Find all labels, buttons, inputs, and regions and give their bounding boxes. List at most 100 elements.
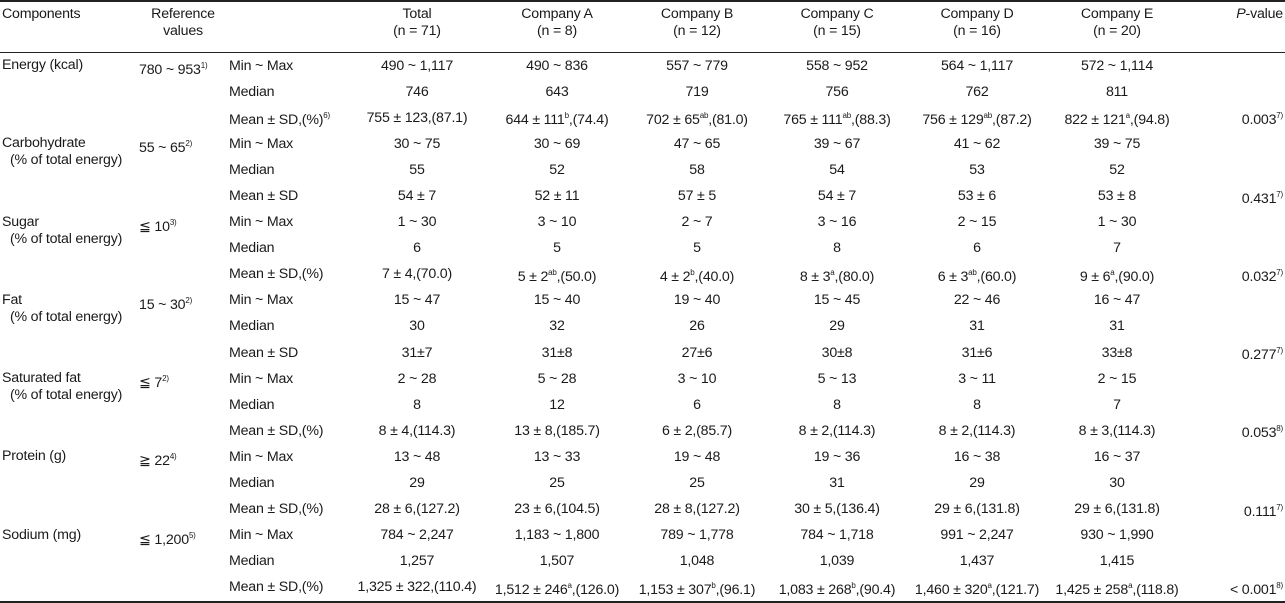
stat-label: Median (229, 475, 275, 492)
cell-company-c: 29 (829, 318, 845, 335)
cell-company-b: 719 (685, 83, 709, 100)
cell-company-b: 6 (693, 396, 701, 413)
cell-company-c: 30 ± 5,(136.4) (794, 501, 880, 518)
cell-company-b: 2 ~ 7 (681, 214, 713, 231)
cell-company-a: 25 (549, 475, 565, 492)
cell-p-value: 0.1117) (1243, 502, 1283, 520)
reference-energy: 780 ~ 9531) (139, 61, 208, 78)
cell-company-c: 8 ± 3a,(80.0) (799, 267, 875, 285)
table-row: Median 6 5 5 8 6 7 (0, 236, 1285, 262)
table-row: Fat (% of total energy) 15 ~ 302) Min ~ M… (0, 288, 1285, 325)
component-saturated-fat: Saturated fat (% of total energy) (2, 370, 123, 404)
cell-total: 29 (409, 475, 425, 492)
stat-label: Mean ± SD (229, 188, 299, 205)
stat-label: Median (229, 553, 275, 570)
cell-p-value (1187, 210, 1285, 236)
cell-company-d: 41 ~ 62 (953, 135, 1001, 152)
cell-p-value (1187, 549, 1285, 575)
cell-company-e: 7 (1113, 240, 1121, 257)
stat-label: Median (229, 240, 275, 257)
header-stat (227, 1, 347, 53)
cell-company-a: 1,507 (539, 553, 575, 570)
table-row: Sugar (% of total energy) ≦ 103) Min ~ Ma… (0, 210, 1285, 247)
cell-company-c: 558 ~ 952 (806, 57, 868, 74)
cell-company-e: 1,415 (1099, 553, 1135, 570)
cell-company-a: 52 (549, 161, 565, 178)
cell-p-value (1187, 157, 1285, 183)
header-company-c: Company C (n = 15) (800, 6, 874, 39)
cell-company-d: 53 ± 6 (957, 188, 997, 205)
cell-p-value (1187, 366, 1285, 392)
cell-company-b: 3 ~ 10 (677, 370, 717, 387)
table-row: Mean ± SD,(%) 8 ± 4,(114.3) 13 ± 8,(185.… (0, 418, 1285, 444)
cell-total: 1,257 (399, 553, 435, 570)
table-row: Protein (g) ≧ 224) Min ~ Max 13 ~ 48 13 … (0, 444, 1285, 470)
cell-company-b: 58 (689, 161, 705, 178)
cell-total: 28 ± 6,(127.2) (374, 501, 460, 518)
cell-company-e: 53 ± 8 (1097, 188, 1137, 205)
cell-company-a: 52 ± 11 (534, 188, 580, 205)
table-row: Median 1,257 1,507 1,048 1,039 1,437 1,4… (0, 549, 1285, 575)
cell-company-d: 564 ~ 1,117 (940, 57, 1014, 74)
cell-company-e: 1,425 ± 258a,(118.8) (1055, 580, 1179, 598)
header-reference: Reference values (151, 6, 215, 39)
cell-company-e: 8 ± 3,(114.3) (1078, 422, 1156, 439)
cell-company-e: 1 ~ 30 (1097, 214, 1137, 231)
cell-company-b: 6 ± 2,(85.7) (661, 422, 733, 439)
table-row: Mean ± SD 31±7 31±8 27±6 30±8 31±6 33±8 … (0, 340, 1285, 366)
cell-company-b: 47 ~ 65 (673, 135, 721, 152)
cell-company-a: 13 ± 8,(185.7) (514, 422, 600, 439)
cell-company-a: 23 ± 6,(104.5) (514, 501, 600, 518)
stat-label: Mean ± SD (229, 344, 299, 361)
component-protein: Protein (g) (2, 448, 67, 465)
cell-company-d: 3 ~ 11 (958, 370, 996, 387)
cell-company-b: 5 (693, 240, 701, 257)
cell-company-b: 27±6 (681, 344, 713, 361)
cell-total: 8 ± 4,(114.3) (378, 422, 456, 439)
cell-company-c: 756 (825, 83, 849, 100)
cell-company-a: 3 ~ 10 (537, 214, 577, 231)
header-company-d: Company D (n = 16) (940, 6, 1014, 39)
cell-company-d: 762 (965, 83, 989, 100)
stat-label: Median (229, 396, 275, 413)
component-carbohydrate: Carbohydrate (% of total energy) (2, 135, 123, 169)
cell-company-a: 5 (553, 240, 561, 257)
cell-p-value: 0.0538) (1241, 424, 1283, 442)
cell-company-e: 811 (1105, 83, 1129, 100)
stat-label: Median (229, 161, 275, 178)
table-row: Mean ± SD 54 ± 7 52 ± 11 57 ± 5 54 ± 7 5… (0, 183, 1285, 209)
cell-company-a: 12 (549, 396, 565, 413)
cell-company-d: 16 ~ 38 (953, 448, 1001, 465)
cell-company-c: 1,083 ± 268b,(90.4) (778, 580, 896, 598)
stat-label: Min ~ Max (229, 57, 294, 74)
cell-company-a: 32 (549, 318, 565, 335)
cell-company-c: 1,039 (819, 553, 855, 570)
table-row: Mean ± SD,(%)6) 755 ± 123,(87.1) 644 ± 1… (0, 105, 1285, 131)
cell-company-b: 1,048 (679, 553, 715, 570)
cell-company-a: 643 (545, 83, 569, 100)
cell-company-c: 765 ± 111ab,(88.3) (783, 111, 891, 129)
header-components: Components (2, 6, 81, 22)
cell-company-b: 19 ~ 40 (673, 292, 721, 309)
cell-total: 1,325 ± 322,(110.4) (357, 579, 477, 596)
cell-company-d: 8 ± 2,(114.3) (938, 422, 1016, 439)
stat-label: Min ~ Max (229, 370, 294, 387)
header-row: Components Reference values Total (n = 71… (0, 1, 1285, 53)
cell-total: 30 (409, 318, 425, 335)
cell-company-e: 30 (1109, 475, 1125, 492)
stat-label: Median (229, 83, 275, 100)
cell-company-c: 39 ~ 67 (813, 135, 861, 152)
component-sodium: Sodium (mg) (2, 526, 82, 543)
cell-total: 54 ± 7 (397, 188, 437, 205)
table-row: Median 30 32 26 29 31 31 (0, 314, 1285, 340)
cell-company-e: 2 ~ 15 (1097, 370, 1137, 387)
table-row: Saturated fat (% of total energy) ≦ 72) M… (0, 366, 1285, 403)
cell-total: 1 ~ 30 (397, 214, 437, 231)
cell-company-a: 15 ~ 40 (533, 292, 581, 309)
header-total: Total (n = 71) (393, 6, 441, 39)
cell-p-value (1187, 444, 1285, 470)
cell-company-d: 1,437 (959, 553, 995, 570)
stat-label: Mean ± SD,(%)6) (229, 111, 330, 129)
cell-company-d: 2 ~ 15 (957, 214, 997, 231)
cell-company-a: 644 ± 111b,(74.4) (505, 111, 609, 129)
